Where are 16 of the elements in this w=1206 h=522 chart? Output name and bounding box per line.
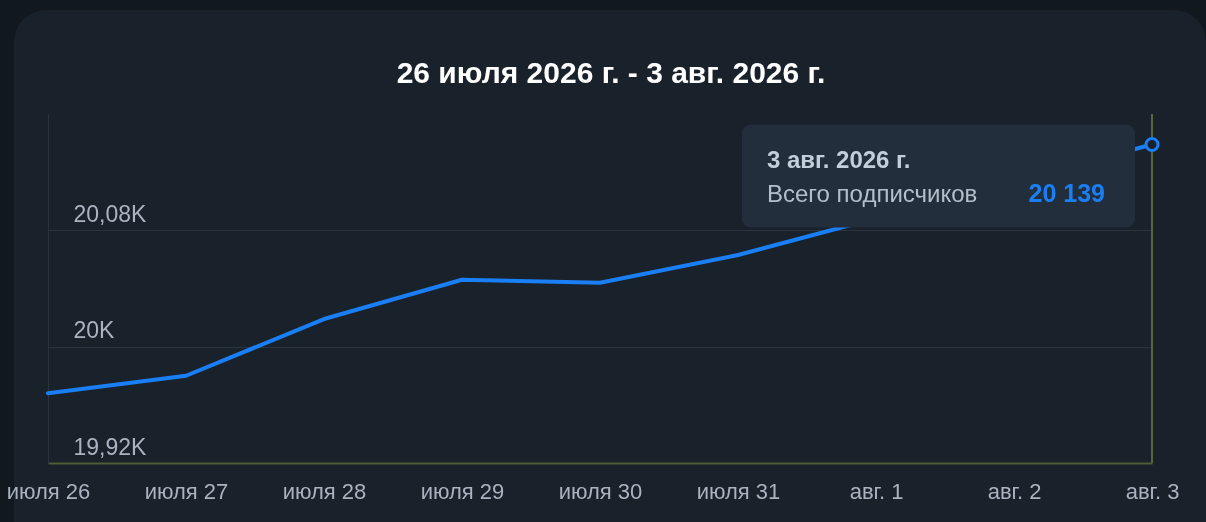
x-tick-label: июля 28 [282,478,367,504]
x-tick-label: июля 26 [6,478,91,504]
annotation: 3 авг. 2026 г. [767,145,911,173]
x-tick-label: авг. 1 [849,478,904,504]
x-tick-label: авг. 2 [987,478,1042,504]
annotation: Всего подписчиков [767,179,978,207]
y-tick-label: 20K [73,317,116,344]
x-tick-label: июля 31 [696,478,781,504]
chart-title: 26 июля 2026 г. - 3 авг. 2026 г. [396,56,826,89]
x-tick-label: июля 30 [558,478,643,504]
x-tick-label: июля 27 [144,478,229,504]
annotation: 20 139 [1028,178,1105,207]
x-tick-label: июля 29 [420,478,505,504]
x-tick-label: авг. 3 [1125,478,1180,504]
y-tick-label: 19,92K [73,433,148,460]
y-tick-label: 20,08K [73,200,148,227]
